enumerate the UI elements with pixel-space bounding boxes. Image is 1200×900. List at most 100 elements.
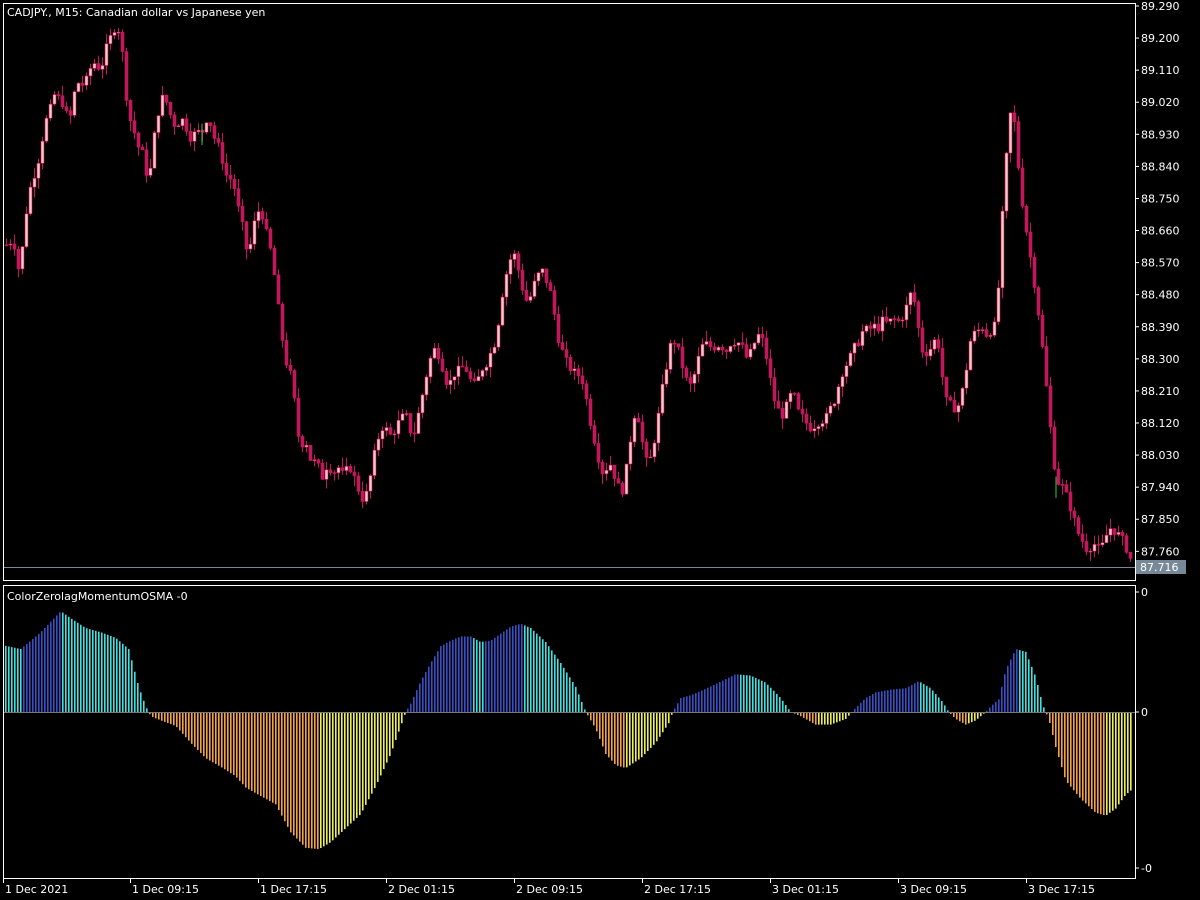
osma-bar xyxy=(542,639,544,712)
osma-bar xyxy=(617,712,619,766)
time-tick-label: 3 Dec 17:15 xyxy=(1028,883,1095,896)
candle-body xyxy=(712,346,717,351)
osma-bar xyxy=(539,636,541,712)
osma-bar xyxy=(857,705,859,712)
osma-bar xyxy=(413,696,415,712)
candle-body xyxy=(116,31,121,34)
osma-bar xyxy=(368,712,370,800)
osma-bar xyxy=(650,712,652,748)
candle-body xyxy=(80,82,85,86)
osma-bar xyxy=(296,712,298,839)
price-axis: 89.290 89.200 89.110 89.020 88.930 88.840 88.7… xyxy=(1135,0,1180,558)
candle-body xyxy=(184,118,189,132)
osma-bar xyxy=(530,628,532,712)
candle-body xyxy=(472,378,477,382)
osma-bar xyxy=(995,702,997,712)
osma-bar xyxy=(713,684,715,712)
price-tick-label: 89.200 xyxy=(1141,32,1180,45)
osma-bar xyxy=(746,675,748,712)
candle-body xyxy=(592,425,597,444)
candle-body xyxy=(544,268,549,284)
osma-bar xyxy=(545,642,547,712)
candle-body xyxy=(300,436,305,448)
candle-body xyxy=(76,82,81,92)
price-tick-label: 89.020 xyxy=(1141,96,1180,109)
osma-bar xyxy=(1007,665,1009,712)
candle-body xyxy=(556,314,561,343)
candle-body xyxy=(680,346,685,369)
osma-bar xyxy=(971,712,973,723)
time-tick-label: 1 Dec 17:15 xyxy=(260,883,327,896)
candle-body xyxy=(1080,533,1085,542)
osma-bar xyxy=(389,712,391,757)
osma-bar xyxy=(101,632,103,712)
candle-body xyxy=(88,68,93,77)
osma-bar xyxy=(614,712,616,765)
osma-bar xyxy=(554,654,556,712)
candle-body xyxy=(52,94,57,105)
candle-body xyxy=(856,342,861,346)
osma-bar xyxy=(632,712,634,764)
candle-body xyxy=(368,475,373,492)
price-tick-label: 87.850 xyxy=(1141,513,1180,526)
osma-bar xyxy=(827,712,829,725)
osma-bar xyxy=(989,707,991,712)
osma-bar xyxy=(167,712,169,724)
osma-bar xyxy=(719,682,721,712)
candle-body xyxy=(1108,528,1113,536)
price-tick-label: 89.110 xyxy=(1141,64,1180,77)
osma-bar xyxy=(905,688,907,712)
candle-body xyxy=(728,345,733,352)
candle-body xyxy=(704,341,709,345)
osma-bar xyxy=(992,704,994,712)
osma-bar xyxy=(974,712,976,721)
osma-bar xyxy=(611,712,613,761)
candle-body xyxy=(20,246,25,270)
candle-body xyxy=(984,329,989,337)
candle-body xyxy=(464,366,469,372)
candle-body xyxy=(488,352,493,368)
osma-bar xyxy=(125,646,127,712)
osma-bar xyxy=(113,637,115,712)
osma-bar xyxy=(584,709,586,712)
candle-body xyxy=(648,456,653,459)
candle-body xyxy=(1000,210,1005,289)
osma-bar xyxy=(134,671,136,712)
osma-bar xyxy=(278,712,280,810)
osma-bar xyxy=(920,682,922,712)
candle-body xyxy=(316,459,321,464)
osma-bar xyxy=(494,637,496,712)
osma-bar xyxy=(854,708,856,712)
osma-bar xyxy=(755,677,757,712)
osma-bar xyxy=(935,694,937,712)
candle-body xyxy=(836,386,841,405)
candle-body xyxy=(384,427,389,431)
osma-bar xyxy=(659,712,661,737)
candle-body xyxy=(868,325,873,329)
osma-bar xyxy=(1079,712,1081,798)
osma-bar xyxy=(1103,712,1105,816)
candle-body xyxy=(784,401,789,419)
osma-bar xyxy=(605,712,607,754)
candle-body xyxy=(412,432,417,435)
osma-bar xyxy=(716,683,718,712)
osma-bar xyxy=(182,712,184,734)
osma-bar xyxy=(320,712,322,849)
candle-body xyxy=(912,292,917,303)
candle-body xyxy=(176,125,181,128)
candle-body xyxy=(832,403,837,407)
osma-bar xyxy=(1067,712,1069,784)
osma-bar xyxy=(1046,712,1048,715)
osma-bar xyxy=(623,712,625,768)
osma-bar xyxy=(245,712,247,788)
candle-body xyxy=(240,205,245,223)
osma-bar xyxy=(32,638,34,712)
osma-bar xyxy=(170,712,172,725)
candle-body xyxy=(960,387,965,406)
osma-bar xyxy=(680,698,682,712)
osma-bar xyxy=(797,712,799,715)
candle-body xyxy=(84,75,89,86)
osma-bar xyxy=(284,712,286,822)
osma-bar xyxy=(1127,712,1129,793)
osma-bar xyxy=(821,712,823,725)
